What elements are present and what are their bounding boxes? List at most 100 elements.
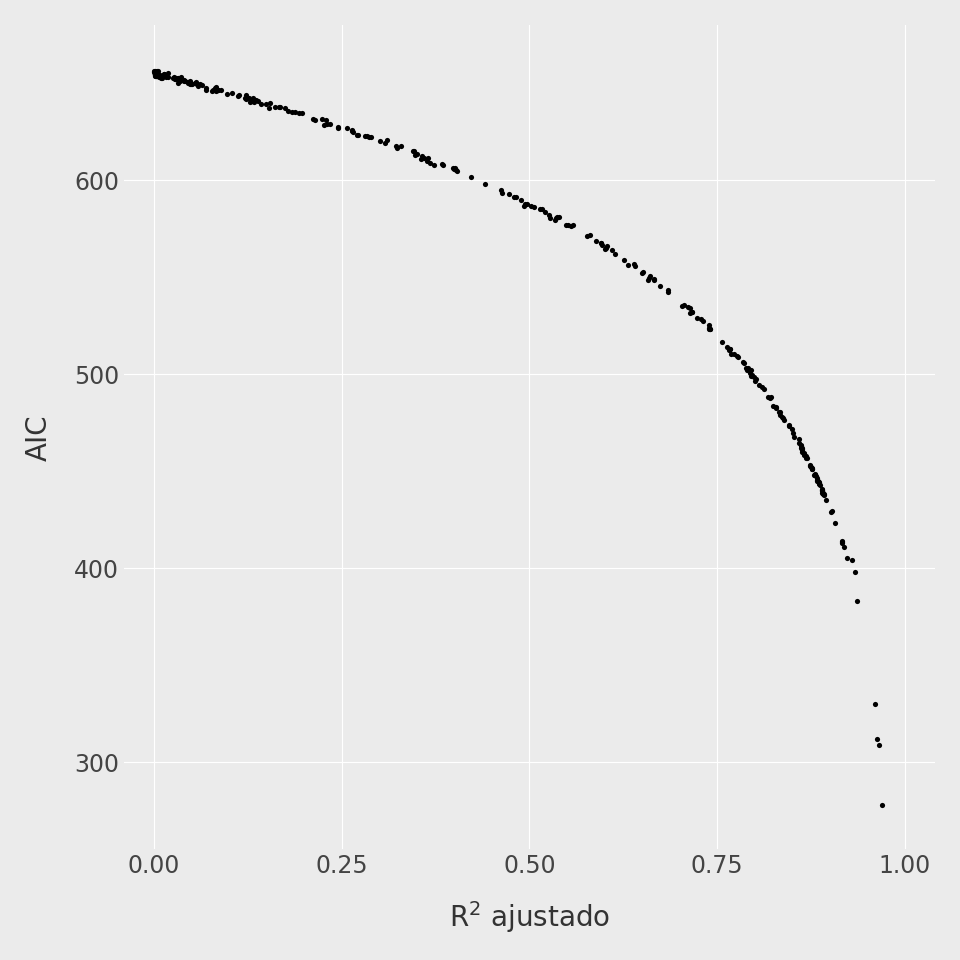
Point (794, 442, 809, 457)
Point (251, 93, 266, 108)
Point (414, 152, 429, 167)
Point (155, 70, 170, 85)
Point (760, 390, 776, 405)
Point (364, 129, 379, 144)
Point (345, 123, 360, 138)
Point (811, 476, 827, 492)
Point (807, 467, 823, 482)
Point (315, 111, 330, 127)
Point (516, 198, 532, 213)
Point (148, 69, 163, 84)
Point (448, 162, 464, 178)
Point (147, 64, 162, 80)
Point (160, 66, 176, 82)
Point (693, 311, 708, 326)
Point (268, 100, 283, 115)
Point (834, 534, 850, 549)
Point (702, 317, 717, 332)
Point (749, 371, 764, 386)
Point (847, 564, 862, 580)
Point (814, 482, 829, 497)
Point (447, 160, 463, 176)
Point (211, 83, 227, 98)
Point (752, 377, 767, 393)
Point (146, 63, 161, 79)
Point (361, 130, 376, 145)
Point (840, 550, 855, 565)
Point (535, 201, 550, 216)
Point (818, 492, 833, 508)
Point (763, 389, 779, 404)
Point (346, 124, 361, 139)
Point (845, 553, 860, 568)
Point (147, 64, 162, 80)
Point (720, 340, 735, 355)
Point (636, 265, 651, 280)
Point (714, 334, 730, 349)
Point (744, 367, 759, 382)
Point (244, 93, 259, 108)
Point (641, 270, 657, 285)
Point (506, 189, 521, 204)
Point (756, 381, 772, 396)
Point (295, 106, 310, 121)
Point (743, 366, 758, 381)
Point (786, 429, 802, 444)
Point (834, 536, 850, 551)
Point (434, 156, 449, 172)
Point (809, 472, 825, 488)
Point (803, 457, 818, 472)
Point (682, 300, 697, 316)
Point (148, 67, 163, 83)
Point (210, 83, 226, 98)
Point (242, 94, 257, 109)
Point (388, 138, 403, 154)
Point (812, 478, 828, 493)
Point (187, 75, 203, 90)
Point (273, 100, 288, 115)
Point (208, 80, 224, 95)
Point (230, 88, 246, 104)
Point (804, 462, 820, 477)
Point (867, 696, 882, 711)
Point (828, 516, 843, 531)
Point (814, 486, 829, 501)
Point (808, 468, 824, 484)
Point (542, 210, 558, 226)
Point (814, 482, 829, 497)
Point (875, 797, 890, 812)
Point (797, 447, 812, 463)
Point (824, 504, 839, 519)
Point (156, 66, 172, 82)
Point (153, 67, 168, 83)
Point (239, 91, 254, 107)
Point (170, 75, 185, 90)
Point (538, 204, 553, 220)
Point (722, 342, 737, 357)
Point (169, 70, 184, 85)
Point (836, 540, 852, 555)
Point (149, 63, 164, 79)
Point (722, 342, 737, 357)
Point (147, 66, 162, 82)
Point (148, 66, 163, 82)
Point (794, 441, 809, 456)
Point (727, 347, 742, 362)
Point (193, 77, 208, 92)
Point (627, 258, 642, 274)
Point (492, 182, 508, 198)
Point (738, 361, 754, 376)
Point (794, 438, 809, 453)
Point (565, 217, 581, 232)
Point (180, 76, 196, 91)
Point (814, 483, 829, 498)
Point (582, 228, 597, 243)
Point (285, 104, 300, 119)
Point (149, 67, 164, 83)
Point (781, 418, 797, 433)
Point (148, 65, 163, 81)
Point (684, 304, 700, 320)
Point (523, 198, 539, 213)
Point (262, 95, 277, 110)
Point (182, 76, 198, 91)
